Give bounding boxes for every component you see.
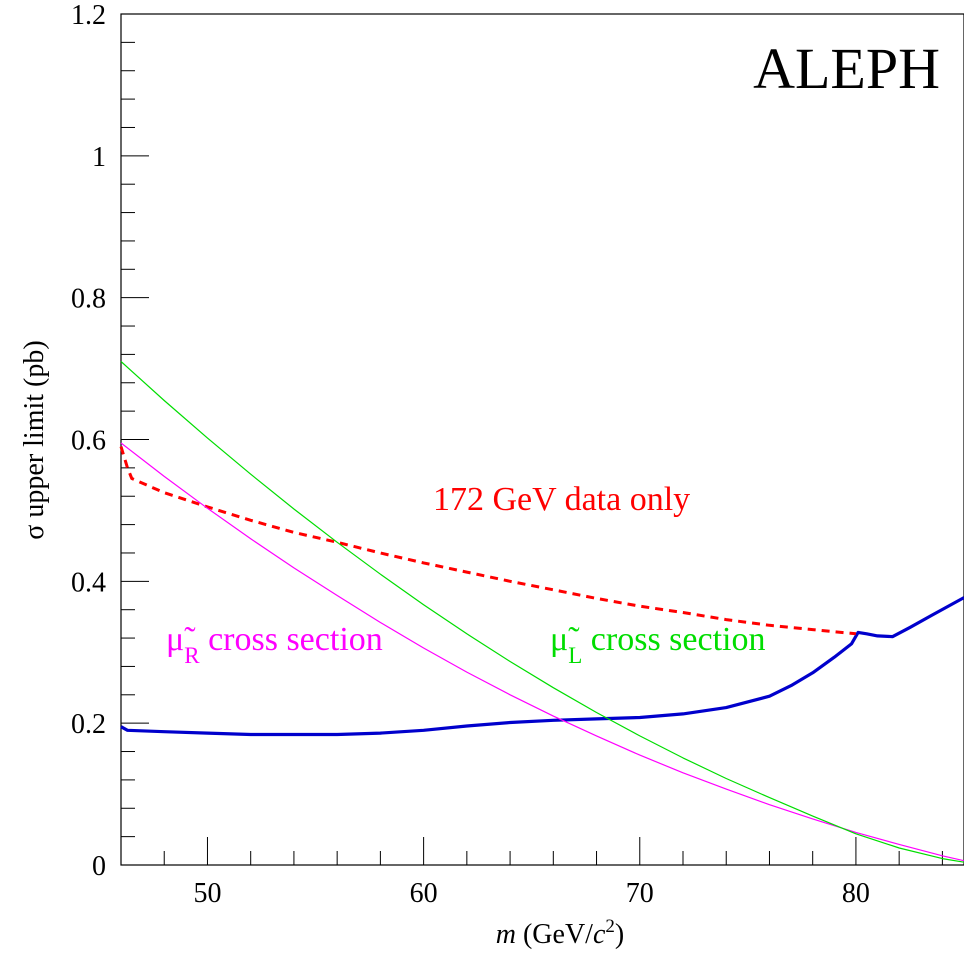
y-tick-label: 0 [92, 851, 106, 882]
x-tick-label: 80 [842, 878, 870, 909]
x-axis-ticks: 50 60 70 80 [120, 837, 943, 909]
y-tick-label: 0.6 [71, 426, 106, 457]
x-axis-label-c: c [593, 919, 606, 950]
y-tick-label: 1 [92, 142, 106, 173]
y-tick-label: 1.2 [71, 0, 106, 31]
y-axis-label: σ upper limit (pb) [19, 340, 50, 539]
muR-text: cross section [200, 621, 383, 658]
muL-text: cross section [582, 621, 765, 658]
x-axis-label-close: ) [615, 919, 624, 950]
data172-series-line [119, 446, 857, 636]
brand-label: ALEPH [753, 36, 940, 101]
x-axis-label-unit: (GeV/ [516, 919, 593, 950]
y-tick-label: 0.4 [71, 567, 106, 598]
muR-subscript: R [184, 643, 200, 668]
x-tick-label: 60 [410, 878, 438, 909]
y-axis-ticks: 0 0.2 0.4 0.6 0.8 1 1.2 [71, 0, 149, 882]
limit-series-line [120, 596, 964, 737]
data172-label: 172 GeV data only [433, 481, 690, 518]
x-axis-label-var: m [496, 919, 516, 950]
muL-series-line [120, 361, 964, 863]
y-tick-label: 0.8 [71, 284, 106, 315]
muR-label: μ̃R cross section [166, 621, 383, 668]
series-layer [119, 361, 964, 863]
x-axis-label-sup: 2 [605, 916, 615, 937]
x-tick-label: 70 [626, 878, 654, 909]
plot-frame [120, 13, 964, 866]
muL-label: μ̃L cross section [550, 621, 765, 668]
x-axis-label: m (GeV/c2) [496, 916, 624, 950]
x-tick-label: 50 [193, 878, 221, 909]
muL-subscript: L [568, 643, 582, 668]
y-tick-label: 0.2 [71, 709, 106, 740]
